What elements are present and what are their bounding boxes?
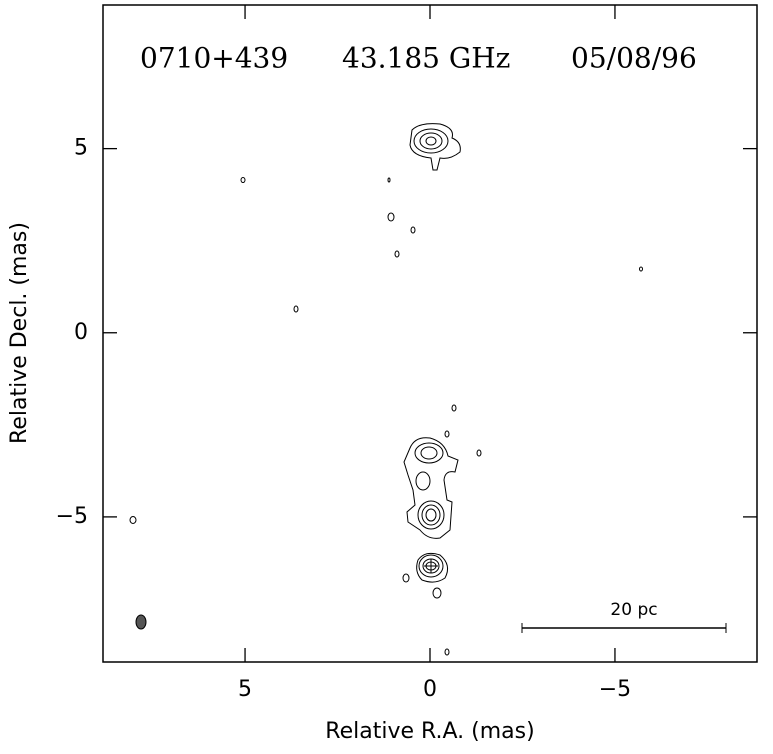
x-axis-label: Relative R.A. (mas) [325,719,534,744]
scale-bar-label: 20 pc [610,600,657,620]
source-name: 0710+439 [140,42,288,75]
frequency: 43.185 GHz [342,42,510,75]
plot-frame [102,4,758,663]
scale-bar: 20 pc [521,600,727,633]
contours [129,123,643,656]
y-tick-label: −5 [56,504,88,529]
y-tick-label: 5 [74,136,88,161]
x-tick-label: 0 [423,677,437,702]
x-tick-label: 5 [238,677,252,702]
x-tick-label: −5 [599,677,631,702]
y-tick-label: 0 [74,320,88,345]
date: 05/08/96 [571,42,697,75]
y-axis-label: Relative Decl. (mas) [7,222,32,444]
beam [135,614,147,630]
